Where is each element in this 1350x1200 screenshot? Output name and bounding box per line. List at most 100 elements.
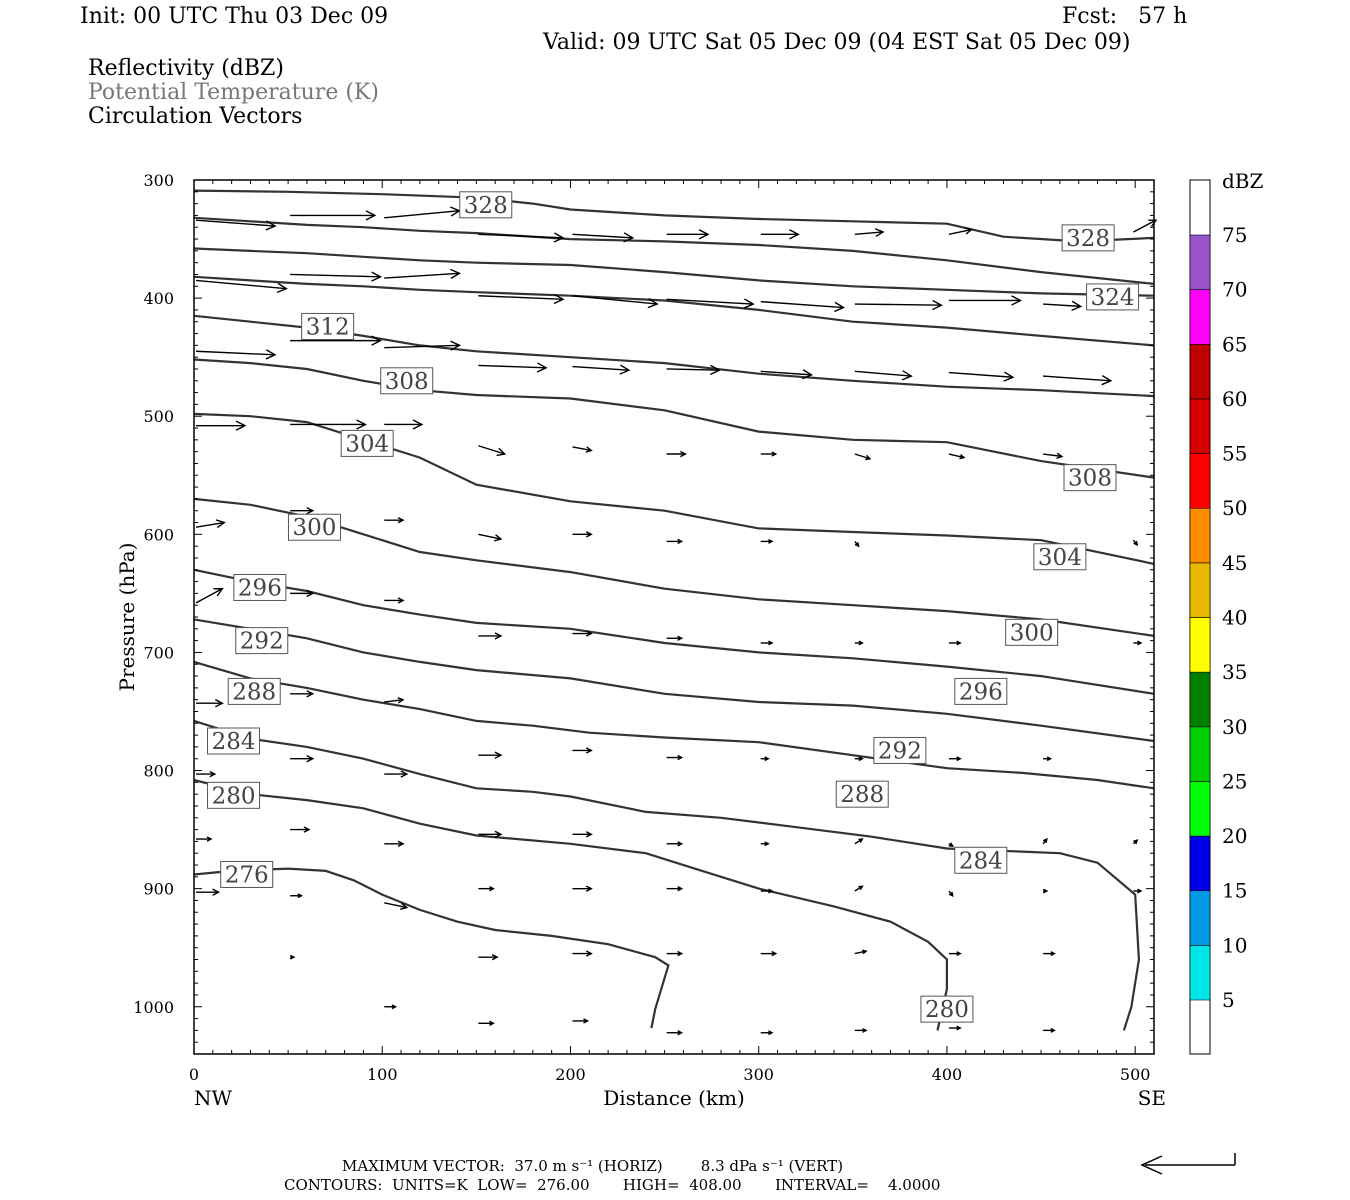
circulation-vector xyxy=(478,830,503,839)
colorbar-label: 10 xyxy=(1222,933,1247,957)
colorbar-swatch xyxy=(1189,781,1211,837)
circulation-vector xyxy=(760,229,800,240)
colorbar-label: 20 xyxy=(1222,824,1247,848)
circulation-vector xyxy=(854,640,864,646)
colorbar-label: 40 xyxy=(1222,606,1247,630)
colorbar-swatch xyxy=(1189,453,1211,509)
circulation-vector xyxy=(854,838,864,845)
circulation-vector xyxy=(854,299,943,311)
colorbar-swatch xyxy=(1189,234,1211,290)
circulation-vector xyxy=(572,630,593,637)
svg-text:304: 304 xyxy=(1038,545,1082,571)
colorbar-label: 45 xyxy=(1222,551,1247,575)
circulation-vector xyxy=(666,754,684,761)
circulation-vector xyxy=(195,519,226,529)
circulation-vector xyxy=(1043,300,1083,311)
svg-text:284: 284 xyxy=(212,729,256,755)
circulation-vector xyxy=(854,756,864,762)
y-tick-label: 1000 xyxy=(133,998,174,1017)
svg-text:308: 308 xyxy=(1068,466,1112,492)
circulation-vector xyxy=(666,229,710,240)
circulation-vector xyxy=(1043,1027,1056,1033)
circulation-vector xyxy=(478,751,503,759)
svg-text:304: 304 xyxy=(345,431,389,457)
colorbar-swatch xyxy=(1189,289,1211,345)
circulation-vector xyxy=(384,697,405,704)
x-tick-label: 200 xyxy=(555,1065,586,1084)
circulation-vector xyxy=(666,885,684,892)
contour-label: 284 xyxy=(207,727,261,755)
contours-note: CONTOURS: UNITS=K LOW= 276.00 HIGH= 408.… xyxy=(284,1176,941,1194)
circulation-vector xyxy=(760,451,778,457)
circulation-vector xyxy=(1042,837,1048,845)
contour-label: 308 xyxy=(380,367,434,395)
theta-contour-288 xyxy=(193,660,1155,790)
forecast-hour: Fcst: 57 h xyxy=(1062,4,1188,29)
circulation-vector xyxy=(290,335,383,346)
circulation-vector xyxy=(572,747,593,754)
circulation-vector xyxy=(948,640,962,646)
circulation-vector xyxy=(666,841,684,847)
circulation-vector xyxy=(1132,539,1139,547)
theta-contour-324 xyxy=(193,216,1155,285)
colorbar-swatch xyxy=(1189,890,1211,946)
circulation-vector xyxy=(290,893,303,899)
axes: 0 100 200 300 400 500 300 400 500 600 700 800 900 100… xyxy=(115,171,1166,1110)
contour-label: 300 xyxy=(1005,618,1059,646)
svg-text:288: 288 xyxy=(840,782,884,808)
circulation-vector xyxy=(948,842,955,847)
svg-text:308: 308 xyxy=(385,369,429,395)
svg-text:328: 328 xyxy=(464,193,508,219)
colorbar-swatch xyxy=(1189,398,1211,454)
circulation-vector xyxy=(196,888,221,896)
circulation-vector xyxy=(478,232,565,243)
svg-text:328: 328 xyxy=(1066,226,1110,252)
colorbar-swatch xyxy=(1189,726,1211,782)
svg-text:312: 312 xyxy=(306,314,350,340)
svg-text:296: 296 xyxy=(238,575,282,601)
y-tick-label: 500 xyxy=(143,407,174,426)
circulation-vector xyxy=(572,531,593,538)
theta-contour-320 xyxy=(193,247,1155,297)
colorbar-label: 25 xyxy=(1222,769,1247,793)
circulation-vector xyxy=(948,371,1015,382)
svg-text:276: 276 xyxy=(225,862,269,888)
colorbar-swatch xyxy=(1189,945,1211,1001)
y-tick-label: 600 xyxy=(143,525,174,544)
colorbar-label: 75 xyxy=(1222,223,1247,247)
contour-label: 312 xyxy=(301,312,355,340)
circulation-vector xyxy=(760,300,846,313)
colorbar-swatch xyxy=(1189,835,1211,892)
colorbar-label: 15 xyxy=(1222,879,1247,903)
contour-label: 284 xyxy=(954,846,1008,874)
circulation-vector xyxy=(384,902,409,911)
circulation-vector xyxy=(666,950,684,957)
valid-time: Valid: 09 UTC Sat 05 Dec 09 (04 EST Sat … xyxy=(543,30,1131,55)
contour-label: 288 xyxy=(835,780,889,808)
contour-label: 328 xyxy=(459,191,513,219)
circulation-vector xyxy=(666,1030,684,1036)
contour-label: 304 xyxy=(1033,543,1087,571)
x-tick-label: 0 xyxy=(189,1065,199,1084)
circulation-vector xyxy=(478,1020,495,1026)
circulation-vector xyxy=(572,885,593,892)
circulation-vector xyxy=(196,699,224,708)
y-tick-label: 900 xyxy=(143,880,174,899)
circulation-vector xyxy=(854,228,885,238)
circulation-vector xyxy=(948,453,966,460)
colorbar-swatch xyxy=(1189,617,1211,673)
circulation-vector xyxy=(290,271,383,282)
circulation-vector xyxy=(1132,839,1139,845)
circulation-vector xyxy=(760,756,770,762)
colorbar-label: 30 xyxy=(1222,715,1247,739)
y-axis-label: Pressure (hPa) xyxy=(115,543,139,692)
circulation-vector xyxy=(384,516,405,524)
svg-text:280: 280 xyxy=(925,997,969,1023)
circulation-vector xyxy=(478,533,503,542)
circulation-vector xyxy=(478,445,507,457)
theta-contour-284 xyxy=(193,719,1141,1031)
circulation-vector xyxy=(290,589,315,598)
circulation-vector xyxy=(760,888,774,894)
circulation-vector xyxy=(1043,756,1053,762)
